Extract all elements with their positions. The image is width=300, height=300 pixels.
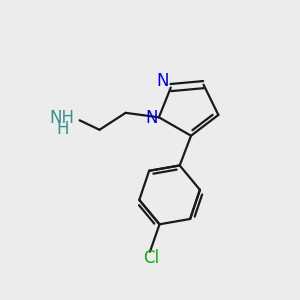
Text: N: N (145, 109, 158, 127)
Text: NH: NH (50, 109, 75, 127)
Text: Cl: Cl (143, 249, 159, 267)
Text: H: H (56, 120, 69, 138)
Text: N: N (156, 72, 169, 90)
